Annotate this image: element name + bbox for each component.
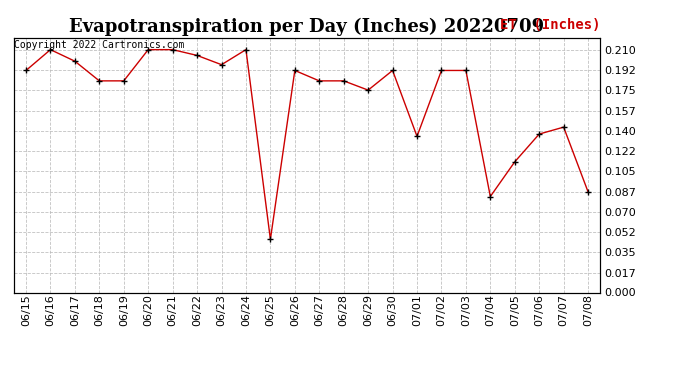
Title: Evapotranspiration per Day (Inches) 20220709: Evapotranspiration per Day (Inches) 2022… (70, 18, 544, 36)
Text: ET  (Inches): ET (Inches) (500, 18, 600, 32)
Text: Copyright 2022 Cartronics.com: Copyright 2022 Cartronics.com (14, 40, 185, 50)
